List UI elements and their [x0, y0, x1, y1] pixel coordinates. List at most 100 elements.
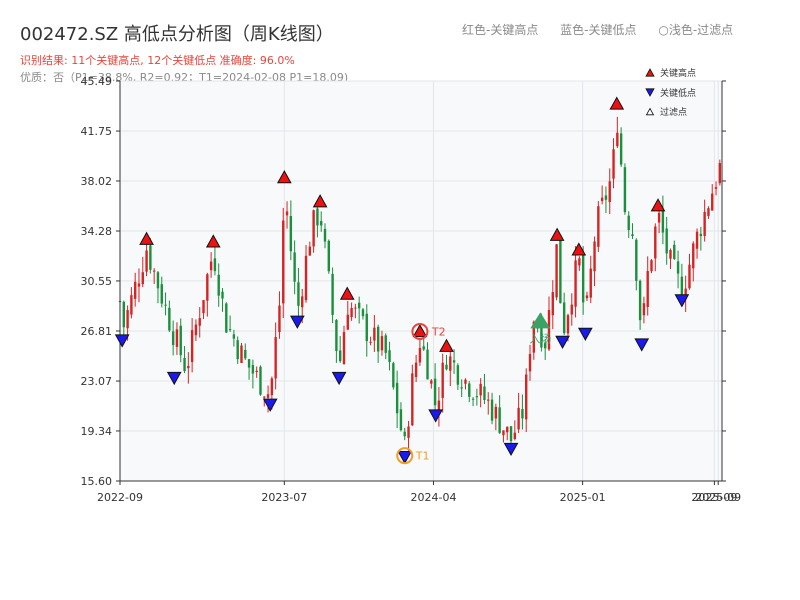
candle-body [133, 281, 137, 299]
candle-body [346, 314, 349, 330]
candle-body [244, 349, 247, 359]
candle-body [247, 359, 251, 368]
key-low-marker [114, 334, 130, 348]
color-legend: 红色-关键高点 蓝色-关键低点 ○浅色-过滤点 [462, 21, 733, 38]
candle-body [388, 350, 391, 362]
candle-body [414, 362, 418, 378]
key-low-marker [634, 338, 650, 352]
candle-body [604, 195, 608, 200]
candle-body [175, 329, 179, 347]
candle-body [240, 345, 243, 364]
candle-body [365, 313, 368, 342]
candle-body [468, 383, 471, 397]
candle-body [657, 212, 661, 223]
candle-body [380, 336, 384, 351]
candle-body [225, 303, 228, 333]
key-high-marker [650, 198, 666, 212]
candle-body [190, 330, 194, 363]
key-low-marker [397, 450, 413, 465]
t1-circle [396, 447, 414, 465]
candle-body [631, 234, 634, 237]
candle-body [395, 382, 399, 414]
candle-body [278, 305, 281, 333]
y-tick-label: 41.75 [81, 125, 113, 138]
candle-body [426, 349, 429, 380]
candle-body [130, 295, 133, 315]
x-tick-label: 2025-01 [560, 491, 606, 504]
key-high-marker [571, 242, 587, 256]
candle-body [323, 228, 327, 242]
candle-body [509, 426, 513, 442]
candle-body [543, 342, 547, 349]
candle-body [714, 187, 718, 189]
annotations: T1 T2 入场 [396, 312, 551, 465]
candle-body [528, 354, 532, 372]
candle-body [574, 260, 577, 307]
candle-body [479, 383, 482, 396]
legend-blue-low: 蓝色-关键低点 [560, 23, 637, 37]
y-tick-label: 45.49 [81, 75, 113, 88]
candle-body [642, 303, 646, 316]
candle-body [547, 309, 551, 350]
candle-body [638, 280, 642, 321]
candle-body [213, 258, 217, 272]
candle-body [327, 240, 331, 272]
candle-body [194, 324, 198, 336]
candle-body [703, 211, 706, 236]
key-high-marker [312, 194, 328, 208]
key-high-marker [205, 234, 221, 248]
candle-body [559, 238, 562, 304]
y-tick-label: 19.34 [81, 425, 113, 438]
candle-body [308, 246, 312, 256]
candle-body [236, 340, 239, 360]
candle-body [600, 197, 604, 202]
candle-body [711, 193, 714, 211]
candle-body [676, 261, 680, 274]
candle-body [263, 396, 266, 398]
legend-filtered-text: 过滤点 [660, 106, 687, 118]
candle-body [266, 394, 270, 398]
candle-body [270, 378, 274, 396]
candle-body [221, 291, 224, 299]
key-low-marker [577, 327, 593, 341]
candle-body [566, 315, 570, 334]
candle-body [578, 258, 581, 266]
candle-body [289, 216, 293, 252]
candle-body [206, 274, 209, 301]
key-low-marker [331, 371, 347, 386]
candles [118, 116, 722, 454]
candle-body [661, 210, 665, 233]
candle-body [122, 301, 125, 328]
candle-body [513, 432, 517, 440]
candle-body [179, 325, 182, 356]
t2-label: T2 [431, 325, 446, 338]
key-high-marker [609, 96, 625, 110]
candle-body [593, 241, 596, 272]
candle-body [285, 211, 289, 216]
candle-body [665, 228, 668, 254]
candle-body [433, 378, 437, 406]
y-tick-label: 34.28 [81, 225, 113, 238]
candle-body [654, 226, 657, 259]
candle-body [141, 272, 144, 285]
candle-body [695, 231, 699, 249]
y-tick-label: 15.60 [81, 475, 113, 488]
x-tick-label: 2024-04 [410, 491, 456, 504]
candle-body [342, 332, 346, 365]
candle-body [506, 426, 509, 433]
chart-title: 002472.SZ 高低点分析图（周K线图） [20, 24, 334, 45]
candle-body [707, 208, 710, 216]
candle-body [259, 366, 262, 395]
y-tick-label: 38.02 [81, 175, 113, 188]
candle-body [160, 284, 163, 304]
entry-label: 入场 [529, 331, 551, 345]
candle-body [126, 310, 129, 329]
candle-body [460, 387, 463, 389]
candle-body [152, 270, 156, 272]
key-high-marker [339, 286, 355, 300]
candle-body [619, 133, 623, 165]
candle-body [612, 149, 615, 179]
candle-body [392, 363, 395, 388]
candle-body [540, 323, 543, 348]
